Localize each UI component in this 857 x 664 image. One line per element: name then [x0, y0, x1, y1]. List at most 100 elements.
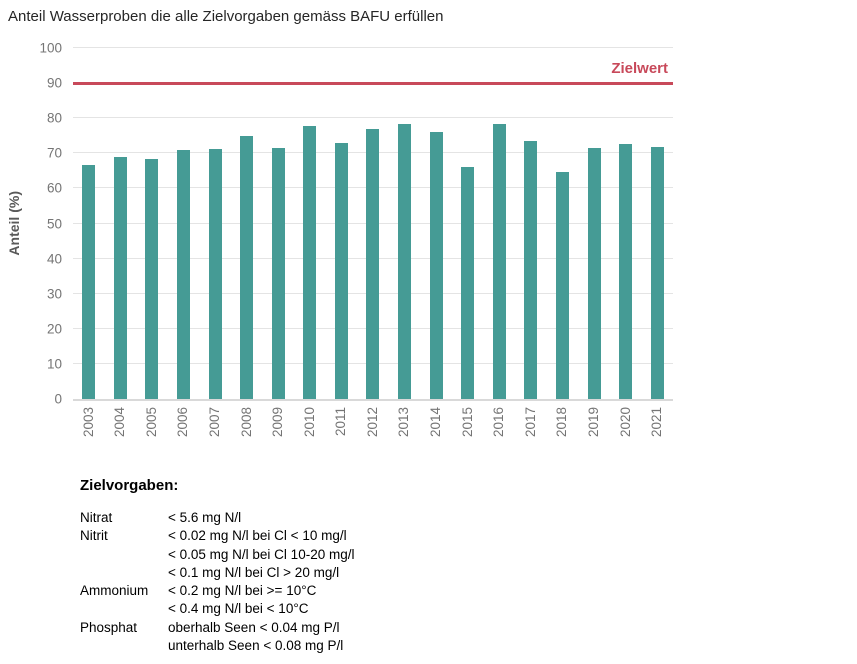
- zielvorgaben-value-7: unterhalb Seen < 0.08 mg P/l: [168, 638, 344, 654]
- x-tick-cell-2021: 2021: [641, 407, 673, 459]
- zielvorgaben-table: Nitrat < 5.6 mg N/l Nitrit < 0.02 mg N/l be…: [80, 509, 354, 655]
- zielvorgaben-term-3: [80, 564, 168, 582]
- bar-2008: [240, 136, 254, 399]
- bar-band-2008: [231, 48, 263, 399]
- bar-band-2015: [452, 48, 484, 399]
- x-tick-2019: 2019: [585, 407, 601, 438]
- bar-band-2020: [610, 48, 642, 399]
- bar-band-2016: [484, 48, 516, 399]
- bar-band-2014: [420, 48, 452, 399]
- y-tick-30: 30: [46, 286, 62, 302]
- bar-band-2009: [262, 48, 294, 399]
- y-tick-20: 20: [46, 321, 62, 337]
- x-tick-cell-2018: 2018: [547, 407, 579, 459]
- x-tick-2008: 2008: [238, 407, 254, 438]
- bar-band-2019: [578, 48, 610, 399]
- zielvorgaben-value-3: < 0.1 mg N/l bei Cl > 20 mg/l: [168, 564, 340, 580]
- bar-2011: [334, 143, 348, 399]
- zielvorgaben-value-0: < 5.6 mg N/l: [168, 510, 242, 525]
- bar-2005: [145, 158, 159, 399]
- y-tick-70: 70: [46, 145, 62, 161]
- bar-2003: [82, 164, 96, 399]
- x-axis-labels: 2003 2004 2005 2006 2007 2008 2009 2010 2011 2012…: [73, 407, 673, 459]
- bar-2015: [461, 167, 475, 399]
- bar-band-2011: [326, 48, 358, 399]
- bar-2017: [524, 141, 538, 399]
- bar-2014: [429, 131, 443, 399]
- zielvorgaben-term-4: Ammonium: [80, 583, 149, 599]
- y-tick-0: 0: [54, 391, 62, 407]
- bar-2012: [366, 129, 380, 399]
- x-tick-cell-2020: 2020: [610, 407, 642, 459]
- bar-band-2021: [641, 48, 673, 399]
- bar-2020: [619, 144, 633, 399]
- x-tick-2014: 2014: [428, 407, 444, 438]
- bar-band-2018: [547, 48, 579, 399]
- x-tick-cell-2004: 2004: [105, 407, 137, 459]
- x-tick-cell-2005: 2005: [136, 407, 168, 459]
- x-tick-2010: 2010: [301, 407, 317, 438]
- bar-2010: [303, 126, 317, 399]
- bar-2009: [271, 148, 285, 399]
- x-tick-2012: 2012: [364, 407, 380, 438]
- x-tick-cell-2008: 2008: [231, 407, 263, 459]
- bar-band-2017: [515, 48, 547, 399]
- zielvorgaben-block: Zielvorgaben: Nitrat < 5.6 mg N/l Nitrit < …: [80, 477, 354, 655]
- x-tick-2011: 2011: [333, 407, 349, 437]
- y-tick-50: 50: [46, 216, 62, 231]
- zielvorgaben-term-0: Nitrat: [80, 510, 113, 525]
- gridline-80: [73, 117, 673, 119]
- x-tick-2004: 2004: [112, 407, 128, 438]
- x-tick-2016: 2016: [491, 407, 507, 438]
- x-tick-cell-2011: 2011: [326, 407, 358, 459]
- zielvorgaben-value-1: < 0.02 mg N/l bei Cl < 10 mg/l: [168, 528, 347, 544]
- x-tick-cell-2019: 2019: [578, 407, 610, 459]
- x-tick-cell-2015: 2015: [452, 407, 484, 459]
- x-tick-cell-2009: 2009: [262, 407, 294, 459]
- x-tick-2013: 2013: [396, 407, 412, 438]
- bar-band-2007: [199, 48, 231, 399]
- x-tick-cell-2017: 2017: [515, 407, 547, 459]
- x-tick-cell-2006: 2006: [168, 407, 200, 459]
- bar-2018: [555, 171, 569, 399]
- zielvorgaben-term-1: Nitrit: [80, 528, 108, 544]
- y-tick-90: 90: [46, 75, 62, 91]
- x-tick-cell-2014: 2014: [420, 407, 452, 459]
- x-tick-2009: 2009: [270, 407, 286, 438]
- zielvorgaben-term-6: Phosphat: [80, 619, 138, 635]
- bar-2019: [587, 148, 601, 399]
- x-tick-2003: 2003: [80, 407, 96, 438]
- bar-2013: [398, 123, 412, 399]
- zielvorgaben-value-5: < 0.4 mg N/l bei < 10°C: [168, 601, 309, 617]
- y-tick-100: 100: [39, 40, 62, 56]
- x-tick-2005: 2005: [143, 407, 159, 438]
- gridline-100: [73, 47, 673, 48]
- x-tick-cell-2013: 2013: [389, 407, 421, 459]
- y-tick-40: 40: [46, 251, 62, 267]
- bar-2004: [113, 157, 127, 399]
- y-tick-60: 60: [46, 180, 62, 196]
- bar-2007: [208, 149, 222, 399]
- x-tick-2015: 2015: [459, 407, 475, 438]
- zielvorgaben-heading: Zielvorgaben:: [80, 477, 179, 494]
- x-tick-2006: 2006: [175, 407, 191, 438]
- x-tick-2020: 2020: [617, 407, 633, 438]
- target-line: [73, 81, 673, 85]
- x-tick-cell-2007: 2007: [199, 407, 231, 459]
- x-tick-cell-2010: 2010: [294, 407, 326, 459]
- y-tick-10: 10: [46, 356, 62, 372]
- zielvorgaben-value-2: < 0.05 mg N/l bei Cl 10-20 mg/l: [168, 546, 355, 562]
- x-tick-2021: 2021: [649, 407, 665, 438]
- plot-area: Zielwert: [73, 47, 673, 401]
- bar-band-2004: [105, 48, 137, 399]
- y-axis-ticks: 0 10 20 30 40 50 60 70 80 90 100: [0, 41, 62, 407]
- zielvorgaben-value-4: < 0.2 mg N/l bei >= 10°C: [168, 583, 317, 599]
- bar-2016: [492, 123, 506, 399]
- bar-band-2012: [357, 48, 389, 399]
- zielvorgaben-term-7: [80, 637, 168, 655]
- bar-band-2013: [389, 48, 421, 399]
- bar-2006: [177, 150, 191, 399]
- chart-title: Anteil Wasserproben die alle Zielvorgabe…: [8, 8, 444, 25]
- bar-band-2010: [294, 48, 326, 399]
